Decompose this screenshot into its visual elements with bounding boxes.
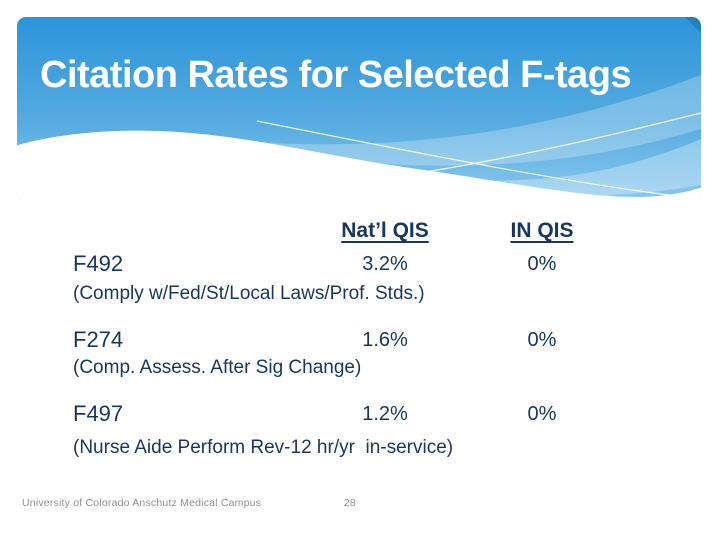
natl-qis-value: 1.2% [362, 403, 408, 425]
slide-page-number: 28 [344, 497, 356, 509]
natl-qis-value: 1.6% [362, 329, 408, 351]
wave-band-upper [167, 75, 701, 166]
ftag-label: F274 [73, 327, 124, 352]
wave-white-foreground [17, 130, 701, 202]
table-row: F492 3.2% 0% [0, 251, 720, 279]
corner-fold [685, 17, 701, 33]
wave-line-descending [256, 120, 701, 200]
in-qis-value: 0% [527, 403, 557, 425]
column-header-in-qis: IN QIS [510, 219, 574, 242]
column-header-natl-qis: Nat’l QIS [341, 219, 429, 242]
in-qis-value: 0% [527, 329, 557, 351]
ftag-description: (Comp. Assess. After Sig Change) [73, 357, 362, 378]
table-row: F497 1.2% 0% [0, 401, 720, 429]
table-row: F274 1.6% 0% [0, 327, 720, 355]
ftag-label: F497 [73, 401, 124, 426]
natl-qis-value: 3.2% [362, 253, 408, 275]
table-header-row: Nat’l QIS IN QIS [0, 219, 720, 245]
ftag-description: (Comply w/Fed/St/Local Laws/Prof. Stds.) [73, 283, 425, 304]
title-banner: Citation Rates for Selected F-tags [17, 17, 701, 202]
footer-organization: University of Colorado Anschutz Medical … [22, 497, 262, 509]
slide-title: Citation Rates for Selected F-tags [40, 54, 632, 96]
in-qis-value: 0% [527, 253, 557, 275]
ftag-label: F492 [73, 251, 124, 276]
ftag-description: (Nurse Aide Perform Rev-12 hr/yr in-serv… [73, 437, 454, 458]
wave-banner-graphic [17, 17, 701, 202]
